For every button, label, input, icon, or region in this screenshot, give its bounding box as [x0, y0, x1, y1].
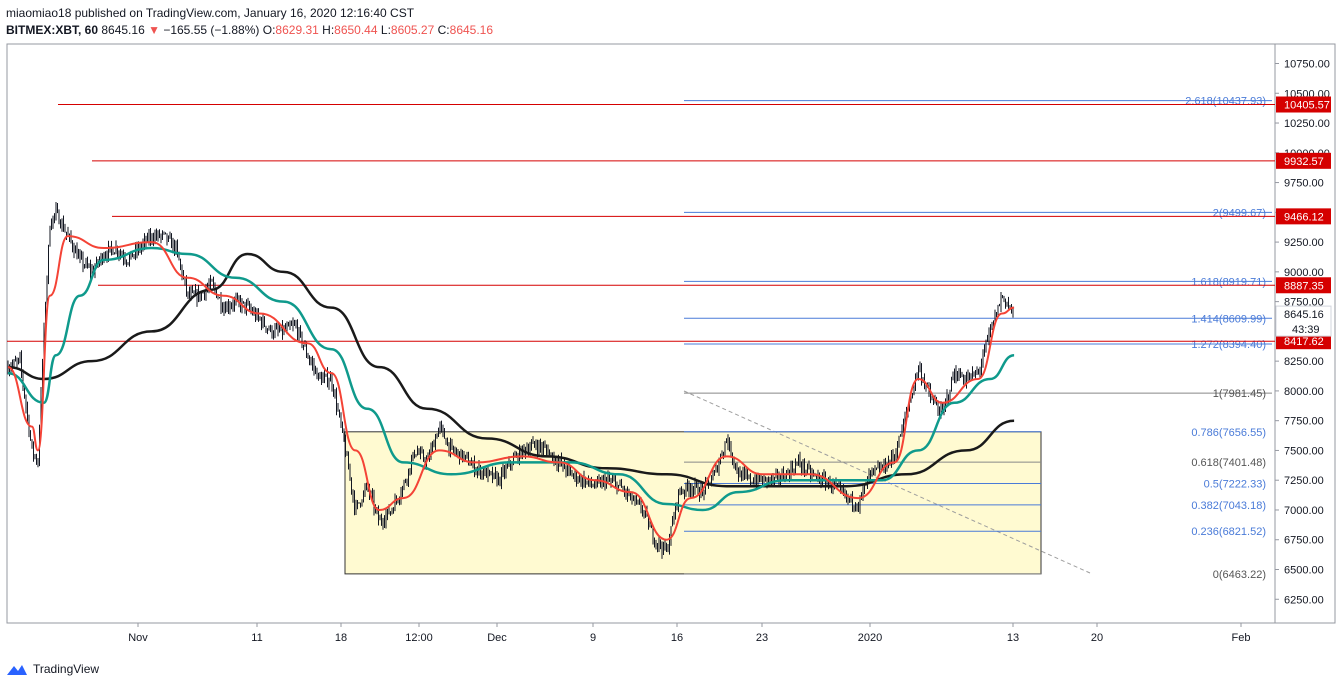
symbol-line: BITMEX:XBT, 60 8645.16 ▼ −165.55 (−1.88%… — [6, 22, 493, 39]
tradingview-logo-icon — [7, 665, 27, 675]
open-label: O: — [262, 23, 276, 37]
y-axis-label: 8250.00 — [1284, 356, 1324, 368]
level-price-tag-text: 8417.62 — [1284, 336, 1324, 348]
x-axis-label: 9 — [590, 632, 596, 644]
level-price-tag — [1276, 333, 1331, 350]
fib-level-label: 1.414(8609.99) — [1191, 313, 1266, 325]
ema-slow-line — [7, 252, 1015, 488]
level-price-tag — [1276, 152, 1331, 169]
high-label: H: — [322, 23, 335, 37]
close-label: C: — [437, 23, 450, 37]
y-axis-label: 10750.00 — [1284, 59, 1330, 71]
low-label: L: — [380, 23, 391, 37]
fib-level-label: 0.236(6821.52) — [1191, 526, 1266, 538]
fib-level-label: 2.618(10437.93) — [1185, 96, 1266, 108]
level-price-tag-text: 9466.12 — [1284, 211, 1324, 223]
chart-header: miaomiao18 published on TradingView.com,… — [6, 5, 493, 39]
ema-fast-line — [7, 235, 1015, 541]
x-axis-label: Nov — [128, 632, 148, 644]
ema-mid-line — [7, 246, 1015, 512]
fib-level-label: 1(7981.45) — [1213, 388, 1266, 400]
y-axis-label: 9750.00 — [1284, 178, 1324, 190]
publisher-line: miaomiao18 published on TradingView.com,… — [6, 6, 415, 20]
tradingview-footer[interactable]: TradingView — [6, 659, 99, 679]
price-axis-border — [1274, 43, 1336, 624]
fib-level-label: 0.786(7656.55) — [1191, 427, 1266, 439]
y-axis-label: 7500.00 — [1284, 445, 1324, 457]
y-axis-label: 7750.00 — [1284, 416, 1324, 428]
last-price-tag — [1275, 305, 1332, 337]
level-price-tag-text: 8887.35 — [1284, 280, 1324, 292]
change-arrow: ▼ — [148, 23, 160, 37]
y-axis-label: 9250.00 — [1284, 237, 1324, 249]
fib-level-label: 2(9499.67) — [1213, 207, 1266, 219]
high-value: 8650.44 — [334, 23, 378, 37]
fib-level-label: 1.618(8919.71) — [1191, 276, 1266, 288]
x-axis-label: 18 — [335, 632, 347, 644]
y-axis-label: 7250.00 — [1284, 475, 1324, 487]
last-price: 8645.16 — [101, 23, 145, 37]
level-price-tag — [1276, 208, 1331, 225]
x-axis-label: 11 — [251, 632, 262, 644]
close-value: 8645.16 — [449, 23, 494, 37]
fib-level-label: 0.618(7401.48) — [1191, 457, 1266, 469]
level-price-tag-text: 10405.57 — [1284, 100, 1330, 112]
x-axis-label: 23 — [756, 632, 768, 644]
last-price-text: 8645.16 — [1284, 309, 1324, 321]
brand-label: TradingView — [33, 662, 100, 676]
y-axis-label: 7000.00 — [1284, 505, 1324, 517]
y-axis-label: 6500.00 — [1284, 565, 1324, 577]
fib-level-label: 0.382(7043.18) — [1191, 500, 1266, 512]
y-axis-label: 10250.00 — [1284, 118, 1330, 130]
x-axis-label: 13 — [1007, 632, 1019, 644]
price-change: −165.55 (−1.88%) — [163, 23, 260, 37]
y-axis-label: 9000.00 — [1284, 267, 1324, 279]
fib-level-label: 0.5(7222.33) — [1204, 479, 1266, 491]
fib-level-label: 0(6463.22) — [1213, 569, 1266, 581]
fib-level-label: 1.272(8394.40) — [1191, 339, 1266, 351]
x-axis-label: 2020 — [858, 632, 882, 644]
y-axis-label: 6250.00 — [1284, 594, 1324, 606]
level-price-tag — [1276, 96, 1331, 113]
low-value: 8605.27 — [390, 23, 435, 37]
open-value: 8629.31 — [275, 23, 319, 37]
x-axis-label: Feb — [1232, 632, 1251, 644]
level-price-tag — [1276, 277, 1331, 294]
x-axis-label: 12:00 — [405, 632, 433, 644]
level-price-tag-text: 9932.57 — [1284, 156, 1324, 168]
symbol-label: BITMEX:XBT, 60 — [6, 23, 99, 37]
x-axis-label: 20 — [1091, 632, 1103, 644]
x-axis-label: 16 — [671, 632, 683, 644]
y-axis-label: 6750.00 — [1284, 535, 1324, 547]
countdown-text: 43:39 — [1292, 324, 1320, 336]
y-axis-label: 8000.00 — [1284, 386, 1324, 398]
x-axis-label: Dec — [487, 632, 507, 644]
